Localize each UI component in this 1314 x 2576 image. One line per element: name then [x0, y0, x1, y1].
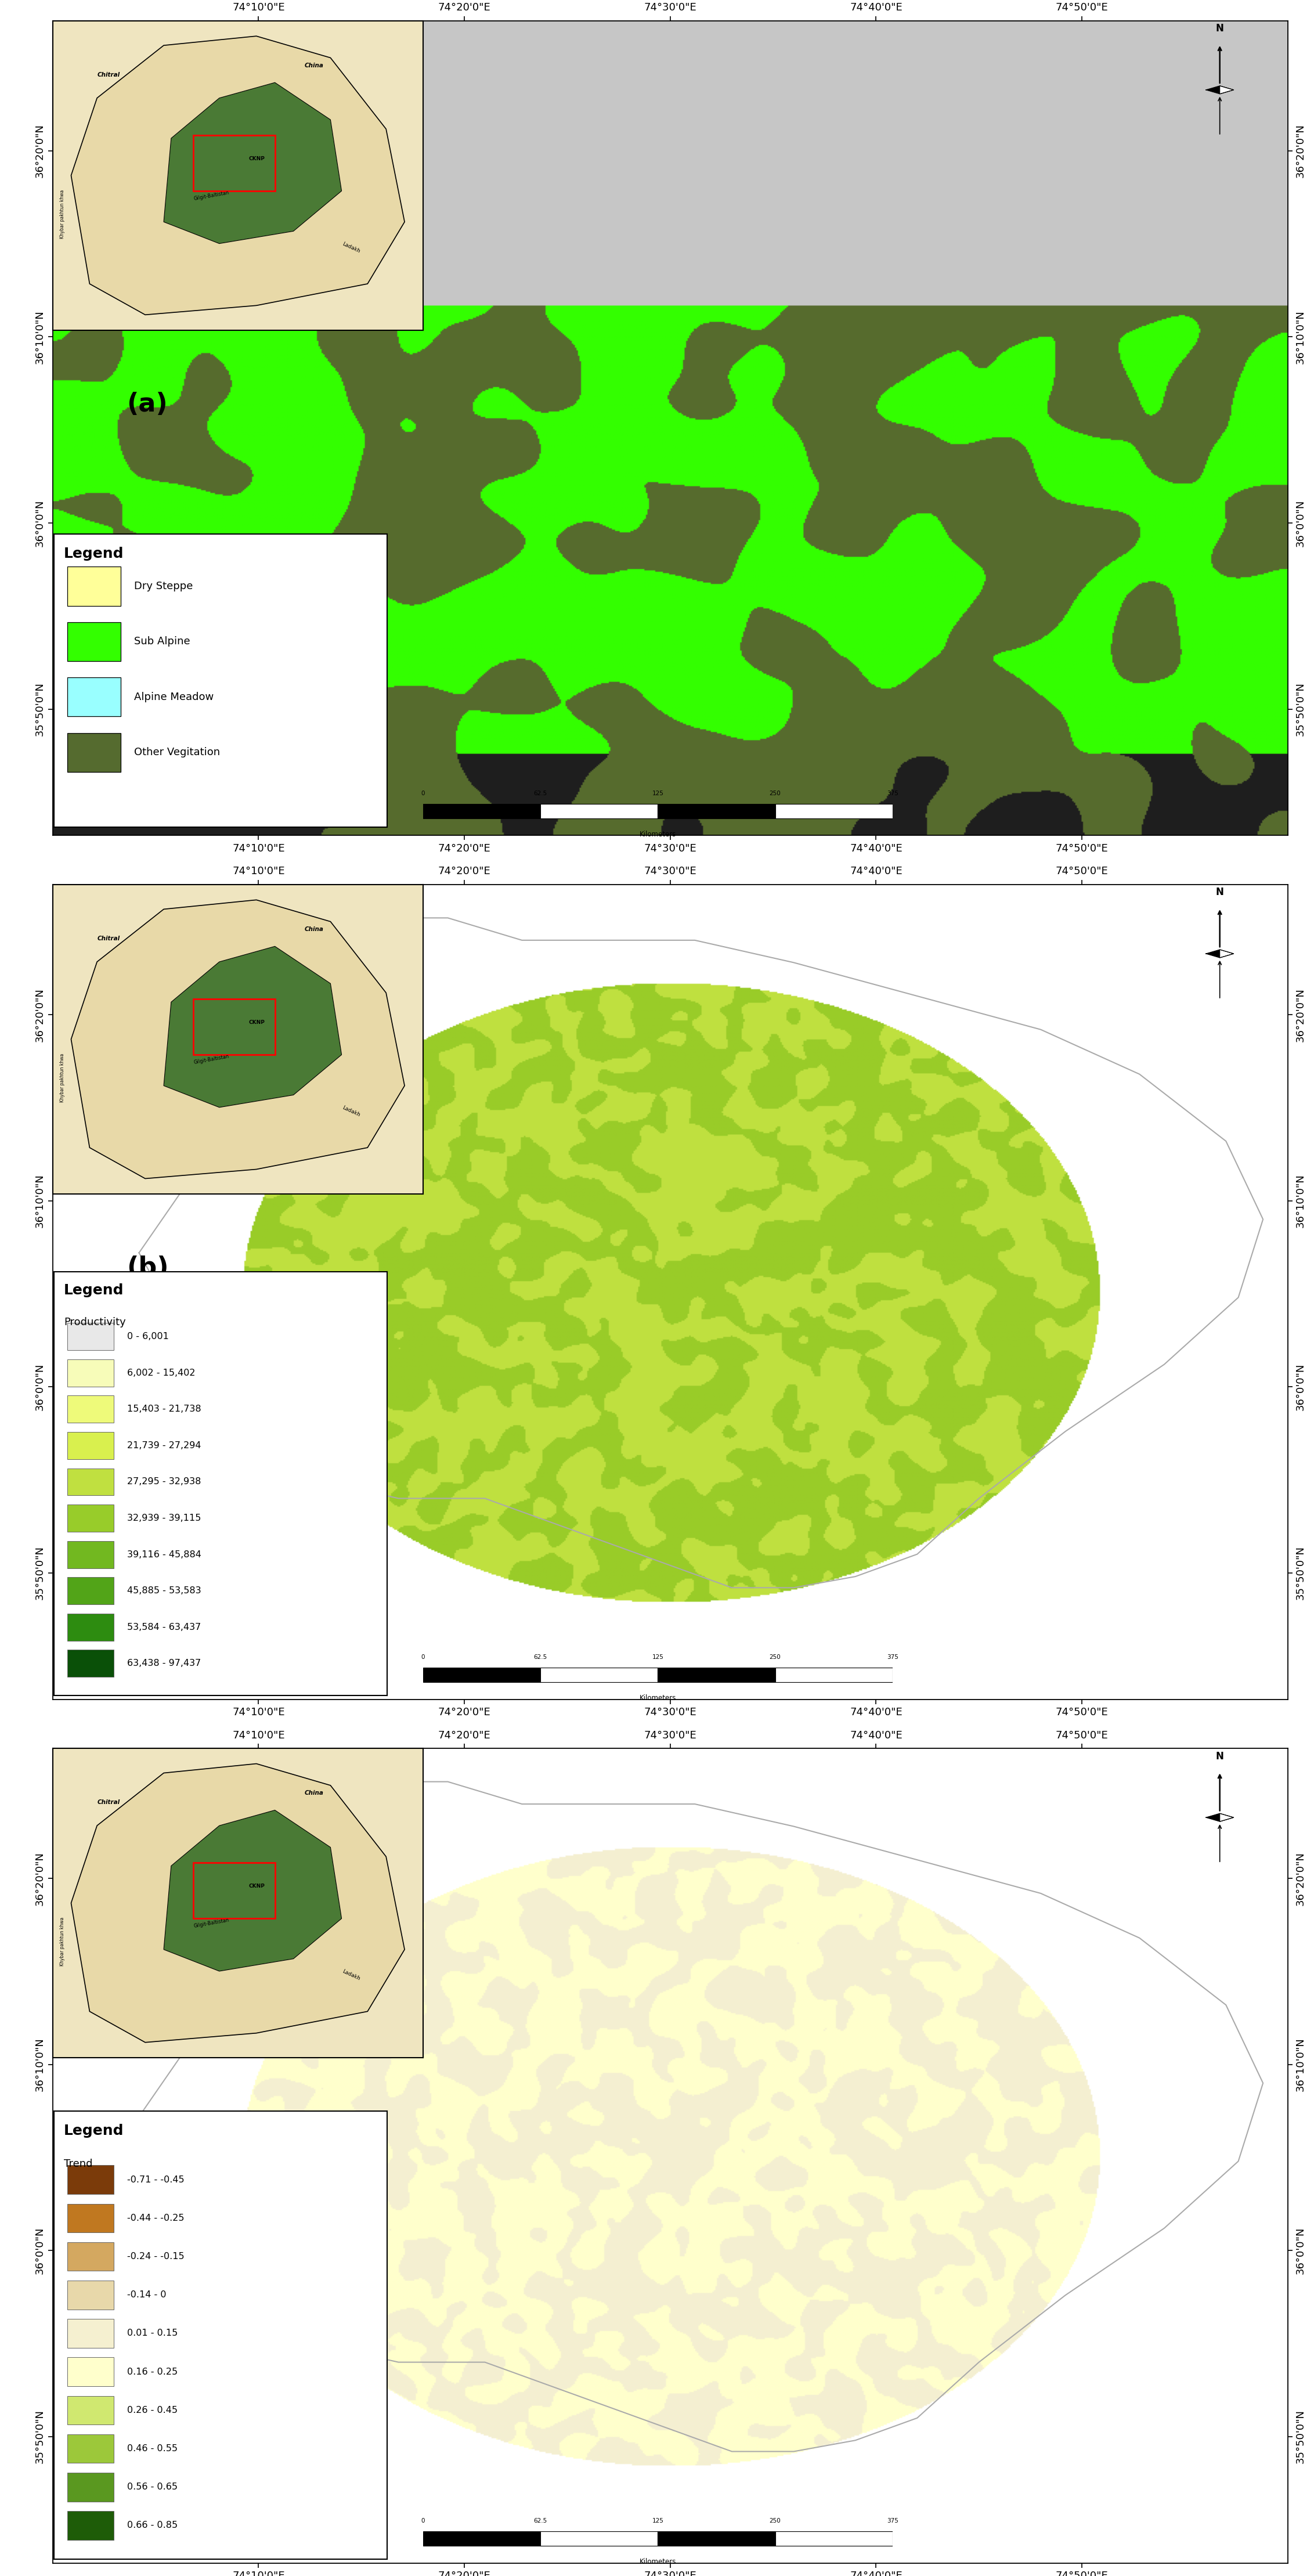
Text: (c): (c) [126, 2120, 166, 2143]
Text: (a): (a) [126, 392, 168, 417]
Text: (b): (b) [126, 1255, 168, 1280]
